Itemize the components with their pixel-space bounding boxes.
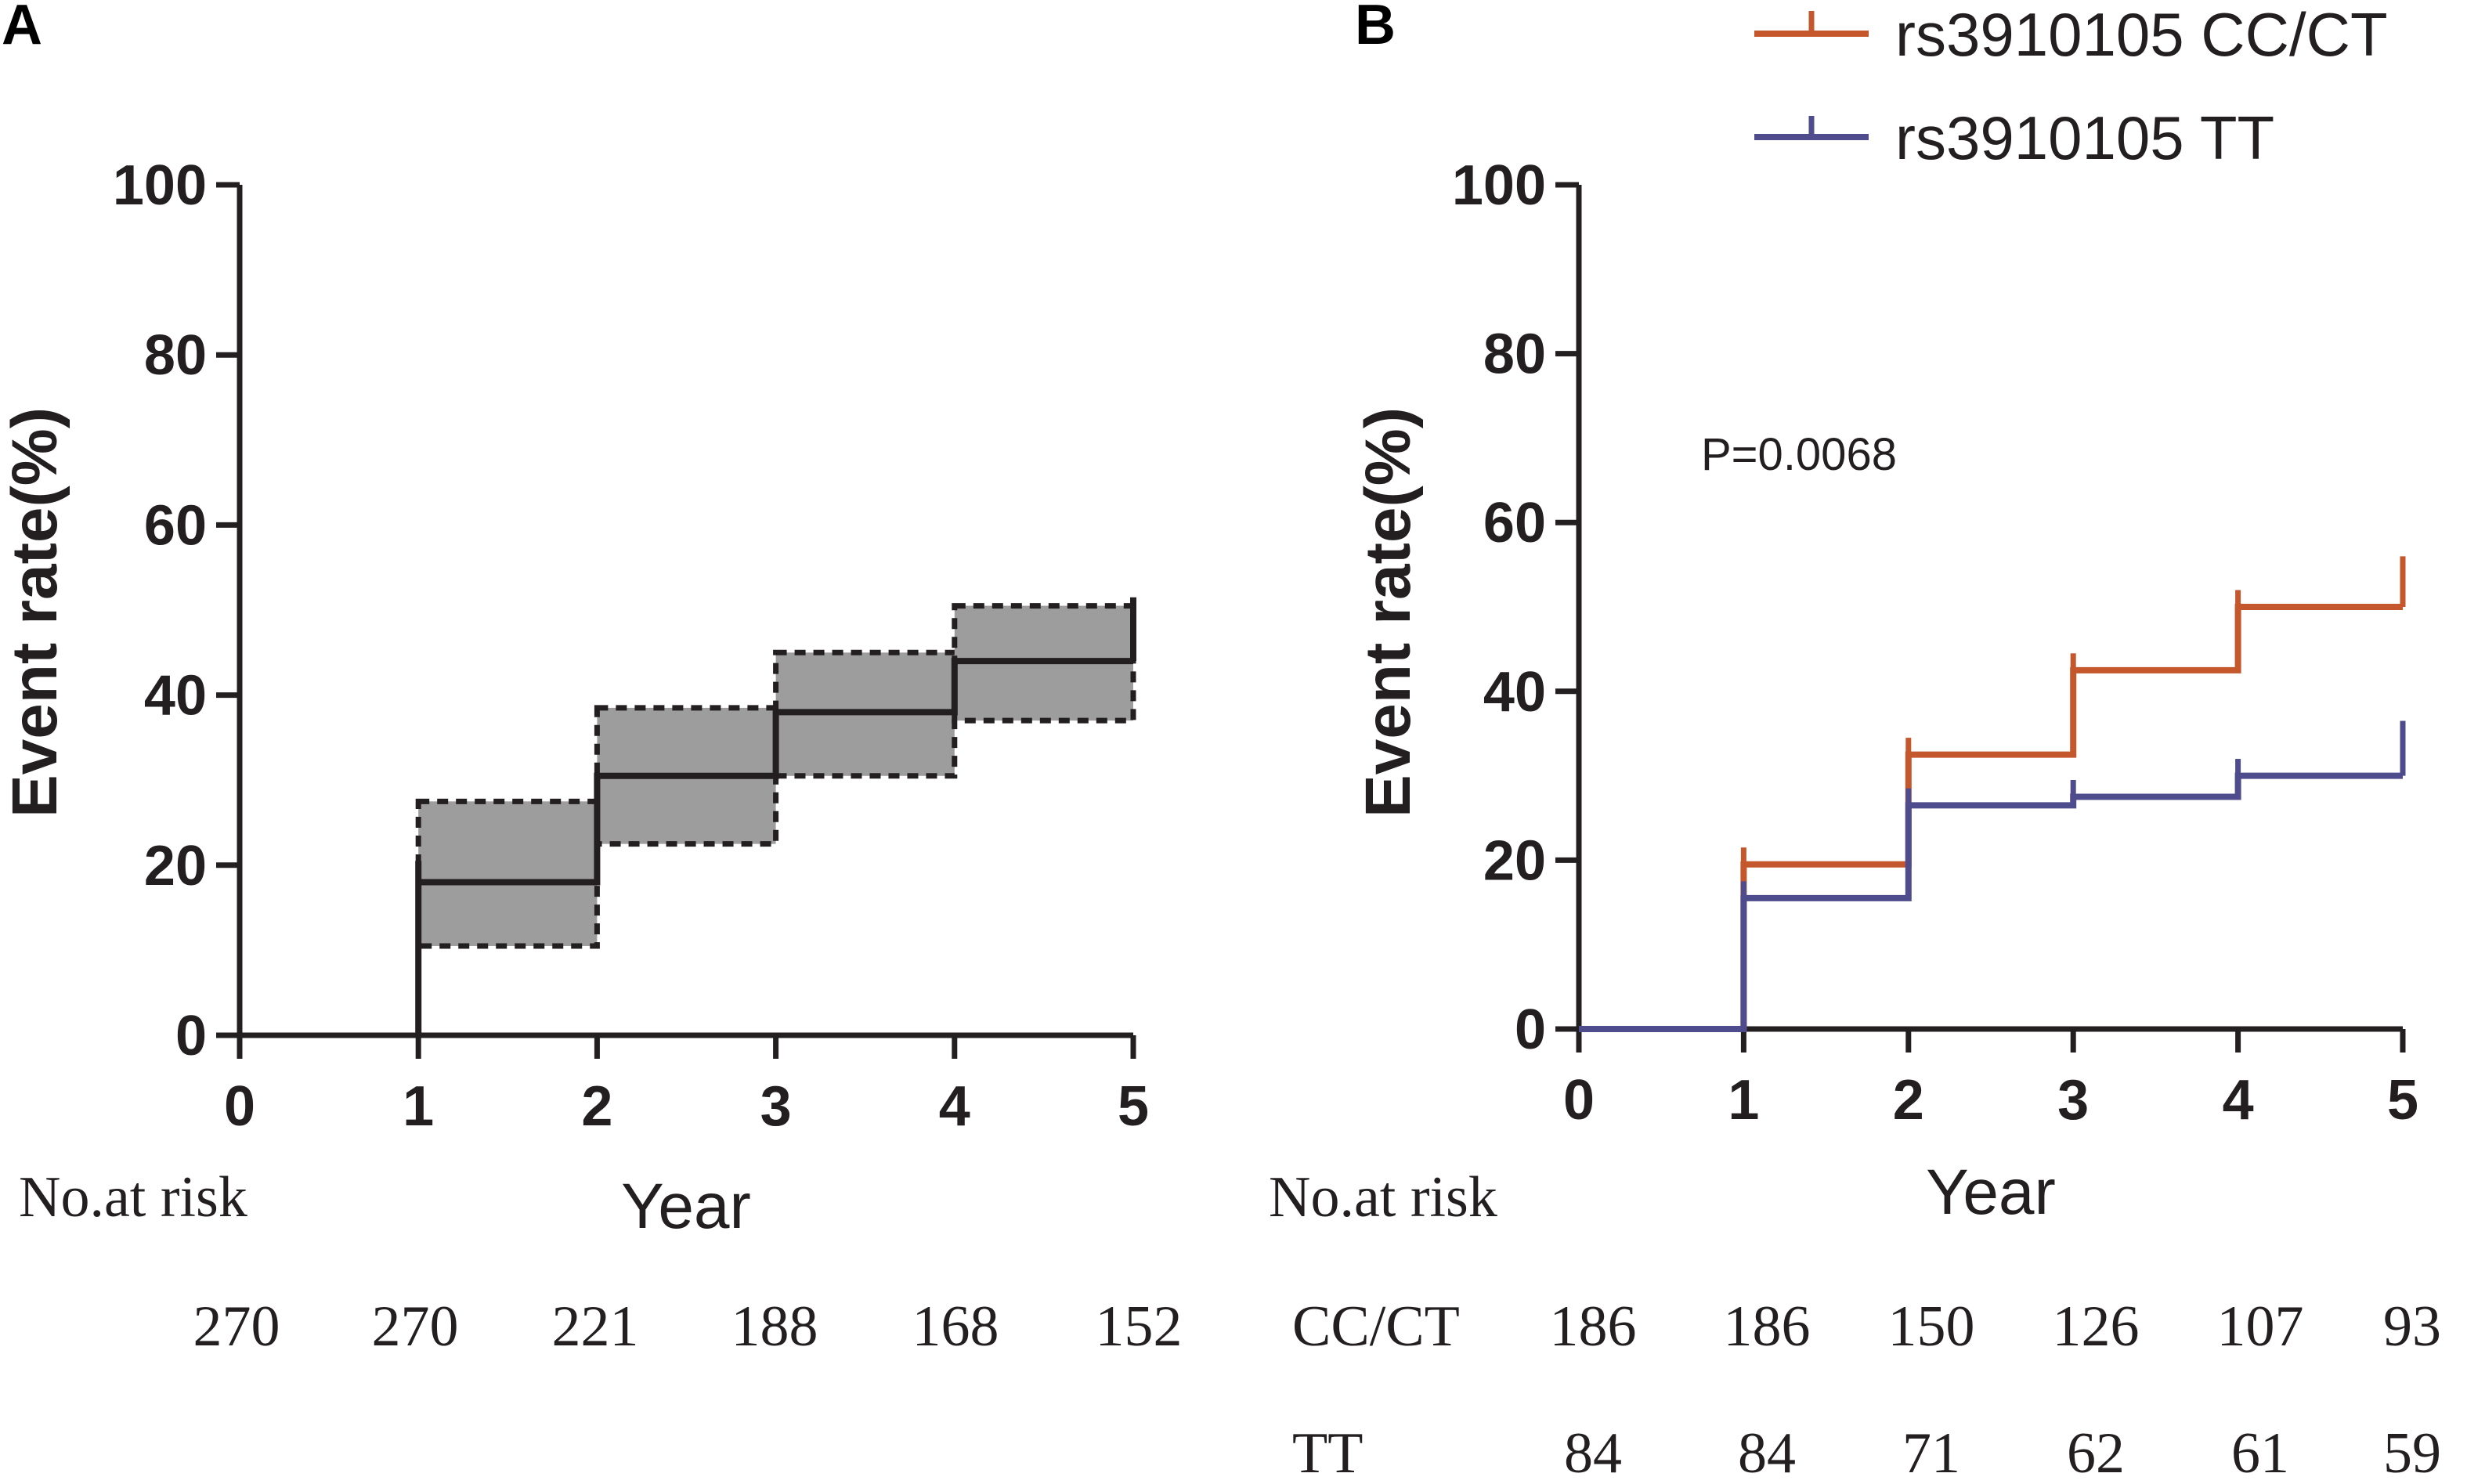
panel-b-legend: rs3910105 CC/CT rs3910105 TT [1754,0,2388,172]
legend-label-tt: rs3910105 TT [1895,103,2274,172]
panel-b-y-axis-title: Event rate(%) [1353,407,1424,818]
panel-b-risk-row-label: TT [1292,1421,1363,1484]
panel-b-y-tick-label: 40 [1483,661,1546,724]
panel-b-y-tick-label: 80 [1483,323,1546,386]
panel-a-x-tick-label: 5 [1118,1075,1149,1138]
panel-a-series-line-0 [418,658,1133,886]
panel-a-x-axis-title: Year [621,1171,751,1242]
panel-a-y-tick-label: 80 [144,324,207,387]
panel-label-b: B [1355,0,1396,56]
panel-a-risk-value: 152 [1096,1294,1183,1359]
panel-a-risk-value: 188 [731,1294,818,1359]
panel-a-x-tick-label: 4 [939,1075,970,1138]
panel-b-risk-value: 71 [1902,1421,1960,1484]
panel-b-risk-table-title: No.at risk [1269,1165,1497,1229]
panel-b-x-tick-label: 4 [2223,1069,2254,1132]
panel-a-x-tick-label: 0 [224,1075,255,1138]
panel-a-risk-value: 221 [552,1294,639,1359]
panel-b-risk-value: 84 [1564,1421,1622,1484]
panel-b-x-tick-label: 0 [1563,1069,1595,1132]
panel-a-y-tick-label: 60 [144,494,207,557]
panel-a-risk-table-title: No.at risk [19,1165,247,1229]
panel-b-p-value: P=0.0068 [1701,429,1897,480]
panel-b-risk-value: 84 [1738,1421,1796,1484]
panel-b-risk-value: 150 [1888,1294,1975,1359]
panel-b-y-tick-label: 0 [1515,998,1546,1061]
panel-a-y-tick-label: 20 [144,835,207,897]
panel-a-x-tick-label: 1 [403,1075,434,1138]
panel-b-risk-row-label: CC/CT [1292,1294,1460,1359]
panel-b-risk-value: 126 [2053,1294,2140,1359]
panel-b-series-line-0 [1579,604,2403,1032]
panel-b-series-line-1 [1579,772,2403,1032]
panel-a-y-tick-label: 100 [113,154,207,217]
panel-a-ci-band-1 [415,798,600,949]
panel-b-y-tick-label: 60 [1483,492,1546,554]
panel-b-risk-value: 93 [2383,1294,2441,1359]
panel-b-y-tick-label: 20 [1483,829,1546,892]
panel-a-y-tick-label: 40 [144,665,207,728]
panel-a-y-tick-label: 0 [175,1005,207,1067]
panel-a-y-axis-title: Event rate(%) [0,407,70,818]
panel-b-risk-value: 107 [2217,1294,2304,1359]
panel-b-x-tick-label: 3 [2057,1069,2089,1132]
panel-b-risk-value: 62 [2067,1421,2125,1484]
panel-b-x-tick-label: 1 [1728,1069,1759,1132]
panel-a-x-tick-label: 3 [760,1075,792,1138]
panel-b-risk-value: 59 [2383,1421,2441,1484]
panel-b-x-tick-label: 2 [1893,1069,1924,1132]
panel-b-x-tick-label: 5 [2387,1069,2418,1132]
panel-b-risk-value: 186 [1724,1294,1811,1359]
panel-a-risk-value: 168 [912,1294,999,1359]
panel-b-y-tick-label: 100 [1452,154,1546,217]
panel-a-risk-value: 270 [193,1294,280,1359]
panel-a-risk-value: 270 [372,1294,459,1359]
panel-a-x-tick-label: 2 [581,1075,612,1138]
panel-label-a: A [2,0,42,56]
legend-label-cc-ct: rs3910105 CC/CT [1895,0,2388,69]
panel-b-risk-value: 61 [2231,1421,2289,1484]
panel-b-risk-value: 186 [1550,1294,1637,1359]
panel-b-x-axis-title: Year [1926,1157,2056,1228]
